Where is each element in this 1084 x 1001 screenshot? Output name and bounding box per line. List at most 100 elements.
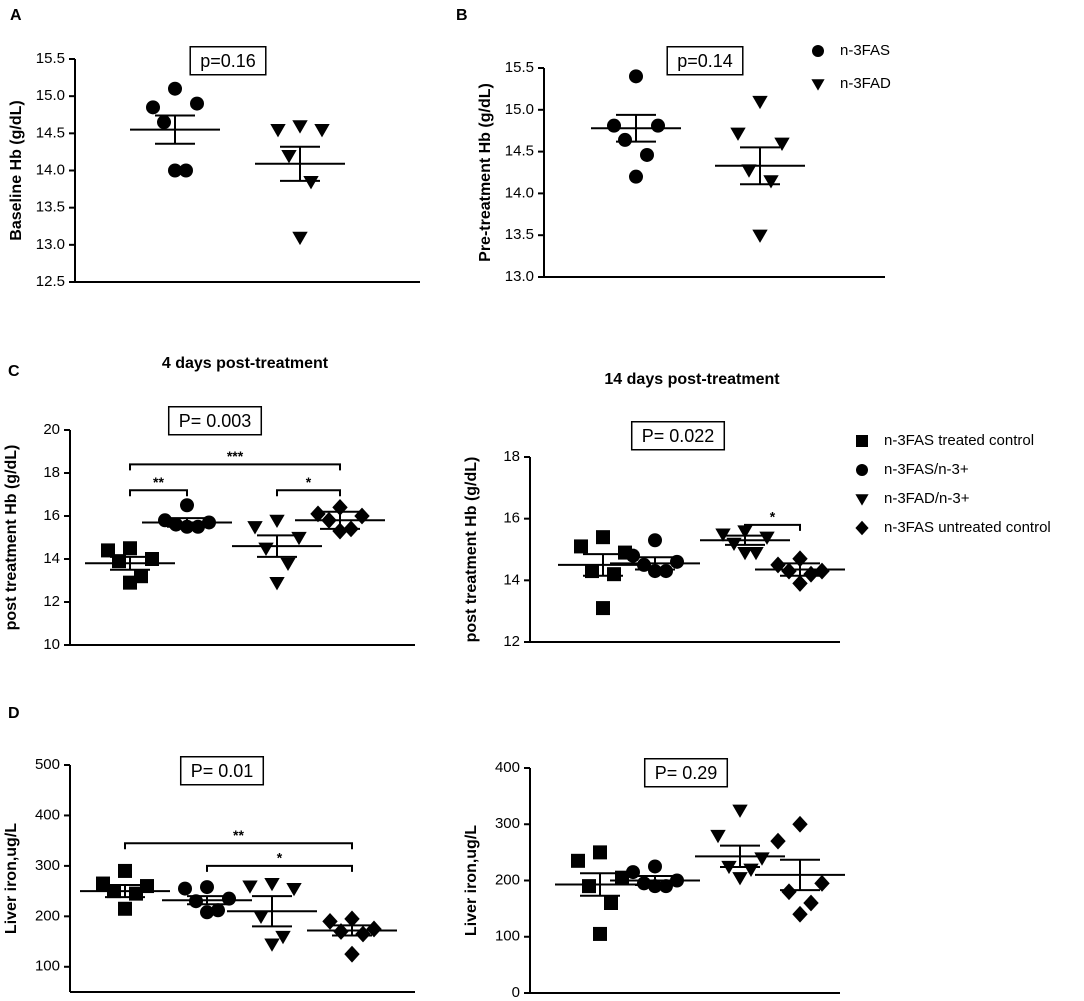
significance-label: *: [770, 509, 776, 525]
y-tick-label: 18: [503, 448, 520, 465]
data-point: [732, 872, 748, 886]
data-point: [648, 533, 662, 548]
y-axis-label: Liver iron,ug/L: [3, 823, 20, 934]
y-tick-label: 15.5: [505, 59, 534, 76]
panel-label: D: [8, 705, 20, 722]
data-point: [659, 879, 673, 894]
y-tick-label: 12: [503, 633, 520, 650]
legend-marker: [855, 494, 869, 506]
data-point: [178, 881, 192, 896]
y-tick-label: 300: [495, 815, 520, 832]
data-point: [629, 69, 643, 84]
data-point: [169, 517, 183, 532]
y-tick-label: 14.0: [36, 161, 65, 178]
data-point: [286, 882, 302, 897]
data-point: [281, 150, 297, 164]
y-tick-label: 13.0: [36, 236, 65, 253]
data-point: [774, 137, 790, 151]
data-point: [354, 507, 370, 525]
annotation-box: [167, 406, 263, 436]
annotation-box: [630, 421, 726, 451]
data-point: [180, 498, 194, 513]
data-point: [792, 815, 808, 833]
significance-bracket: [206, 864, 353, 872]
data-point: [344, 910, 360, 928]
data-point: [275, 930, 291, 945]
data-point: [596, 530, 610, 545]
significance-label: ***: [227, 448, 244, 464]
legend-label: n-3FAS untreated control: [884, 519, 1051, 536]
data-point: [618, 132, 632, 147]
data-point: [247, 521, 263, 535]
annotation-box: [666, 46, 744, 76]
y-tick-label: 16: [43, 507, 60, 524]
data-point: [134, 569, 148, 584]
y-tick-label: 15.0: [505, 101, 534, 118]
data-point: [574, 539, 588, 554]
data-point: [648, 564, 662, 579]
y-tick-label: 200: [35, 907, 60, 924]
legend-marker: [812, 45, 824, 57]
data-point: [269, 577, 285, 591]
data-point: [640, 147, 654, 162]
annotation: P= 0.022: [642, 426, 715, 446]
data-point: [585, 564, 599, 579]
legend-label: n-3FAD: [840, 75, 891, 92]
data-point: [629, 169, 643, 184]
panel-label: B: [456, 7, 468, 24]
y-axis-label: post treatment Hb (g/dL): [3, 445, 20, 631]
legend-marker: [811, 79, 825, 91]
data-point: [291, 531, 307, 546]
y-tick-label: 300: [35, 857, 60, 874]
data-point: [781, 883, 797, 901]
y-tick-label: 12.5: [36, 273, 65, 290]
data-point: [626, 548, 640, 563]
legend-label: n-3FAS treated control: [884, 432, 1034, 449]
data-point: [659, 564, 673, 579]
y-tick-label: 14.5: [36, 124, 65, 141]
data-point: [814, 562, 830, 580]
data-point: [123, 575, 137, 590]
annotation: P= 0.003: [179, 411, 252, 431]
data-point: [96, 876, 110, 891]
data-point: [264, 877, 280, 892]
significance-bracket: [744, 523, 801, 531]
data-point: [737, 546, 753, 561]
data-point: [123, 541, 137, 556]
data-point: [763, 175, 779, 189]
y-tick-label: 14.0: [505, 184, 534, 201]
data-point: [792, 905, 808, 923]
y-tick-label: 13.5: [36, 199, 65, 216]
y-tick-label: 14: [503, 571, 520, 588]
data-point: [737, 525, 753, 539]
data-point: [759, 531, 775, 545]
data-point: [211, 903, 225, 918]
data-point: [242, 880, 258, 894]
data-point: [270, 124, 286, 138]
data-point: [292, 231, 308, 246]
data-point: [814, 874, 830, 892]
data-point: [593, 845, 607, 860]
data-point: [792, 575, 808, 592]
y-tick-label: 10: [43, 636, 60, 653]
data-point: [118, 901, 132, 916]
legend-marker: [856, 464, 868, 476]
data-point: [752, 95, 768, 110]
annotation-box: [189, 46, 267, 76]
annotation: p=0.16: [200, 51, 256, 71]
data-point: [770, 832, 786, 850]
data-point: [168, 163, 182, 178]
data-point: [332, 522, 348, 540]
y-tick-label: 500: [35, 756, 60, 773]
legend-marker: [855, 520, 869, 536]
data-point: [258, 542, 274, 556]
data-point: [314, 124, 330, 138]
annotation: P= 0.29: [655, 763, 718, 783]
data-point: [741, 164, 757, 178]
data-point: [322, 912, 338, 930]
legend-label: n-3FAD/n-3+: [884, 490, 970, 507]
data-point: [200, 880, 214, 895]
chart-title: 4 days post-treatment: [162, 355, 329, 372]
annotation-box: [643, 758, 729, 788]
data-point: [596, 601, 610, 616]
